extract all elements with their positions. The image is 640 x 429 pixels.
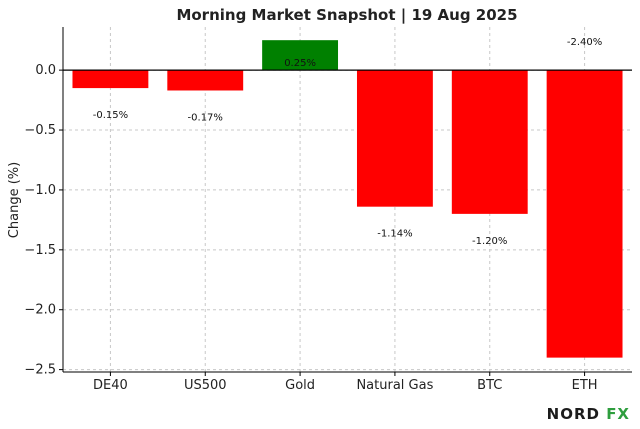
data-label: -2.40% <box>567 37 602 48</box>
bar <box>356 70 433 207</box>
data-label: -0.17% <box>188 112 223 123</box>
bar <box>451 70 528 214</box>
x-tick-label: DE40 <box>93 378 128 393</box>
chart-title: Morning Market Snapshot | 19 Aug 2025 <box>176 6 517 25</box>
x-tick-label: Gold <box>285 378 315 393</box>
bar <box>262 40 339 71</box>
y-tick-label: −1.0 <box>24 183 56 198</box>
y-axis-label: Change (%) <box>7 162 22 238</box>
brand-logo: NORD FX <box>547 405 630 423</box>
data-labels: -0.15% -0.17% 0.25% -1.14% -1.20% -2.40% <box>93 37 603 247</box>
bar <box>167 70 244 91</box>
axes: 0.0 −0.5 −1.0 −1.5 −2.0 −2.5 DE40 US500 Gold Natu… <box>24 27 632 393</box>
bar <box>546 70 623 358</box>
y-tick-label: −1.5 <box>24 243 56 258</box>
x-tick-label: ETH <box>572 378 598 393</box>
data-label: -1.14% <box>377 229 412 240</box>
brand-accent: FX <box>606 405 630 423</box>
bar <box>72 70 149 89</box>
x-tick-label: US500 <box>184 378 227 393</box>
data-label: 0.25% <box>284 58 316 69</box>
y-tick-label: 0.0 <box>35 63 56 78</box>
data-label: -1.20% <box>472 236 507 247</box>
brand-name: NORD <box>546 405 607 423</box>
y-tick-label: −2.0 <box>24 303 56 318</box>
y-tick-label: −0.5 <box>24 123 56 138</box>
data-label: -0.15% <box>93 110 128 121</box>
x-tick-label: BTC <box>477 378 502 393</box>
x-tick-label: Natural Gas <box>356 378 433 393</box>
bars <box>72 40 623 358</box>
y-tick-label: −2.5 <box>24 363 56 378</box>
